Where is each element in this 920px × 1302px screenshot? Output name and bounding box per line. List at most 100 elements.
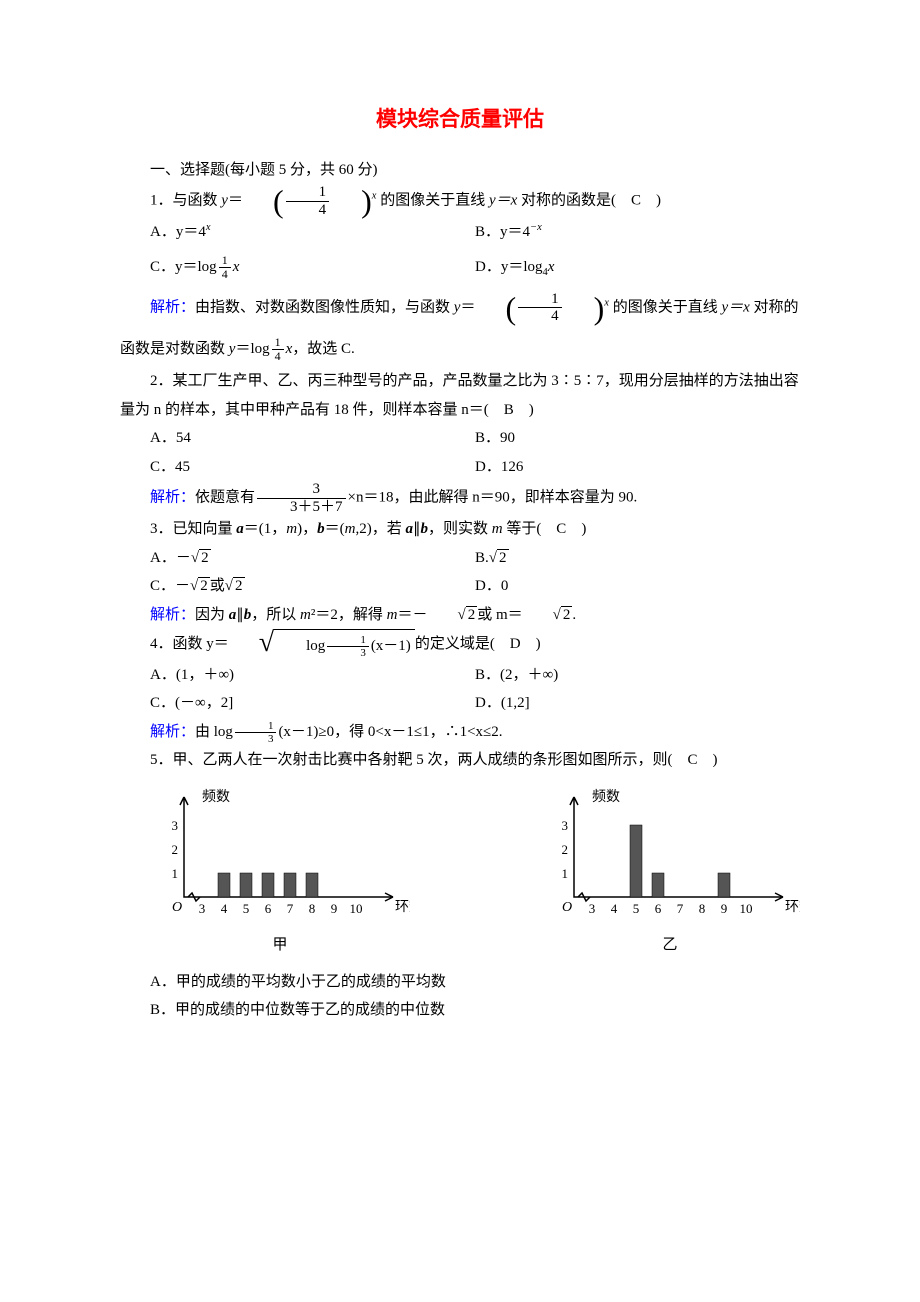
q4-log-arg: (x－1)	[371, 638, 411, 654]
svg-text:3: 3	[199, 901, 206, 916]
svg-text:6: 6	[655, 901, 662, 916]
q1-expl2-b: ，故选 C.	[292, 341, 355, 357]
svg-text:8: 8	[309, 901, 316, 916]
q1-b-text: B．y＝4	[475, 224, 530, 240]
q1-explanation: 解析：由指数、对数函数图像性质知，与函数 y＝(14)x 的图像关于直线 y＝x…	[120, 291, 800, 325]
q1-b-sup: −x	[530, 222, 542, 233]
q3-choice-b: B. 2	[475, 544, 800, 573]
q1-expl-c: 对称的	[750, 299, 799, 315]
q5-charts: 123345678910频数环数O 甲 123345678910频数环数O 乙	[150, 787, 800, 960]
svg-text:9: 9	[721, 901, 728, 916]
q1-post: 对称的函数是( C )	[517, 193, 661, 209]
q1-expl2-a: 函数是对数函数	[120, 341, 229, 357]
expl-label: 解析：	[150, 299, 195, 315]
q3-b-pre: B.	[475, 550, 489, 566]
q4-post: 的定义域是( D )	[415, 637, 541, 653]
svg-text:环数: 环数	[395, 899, 410, 915]
svg-text:6: 6	[265, 901, 272, 916]
expl-label: 解析：	[150, 724, 195, 740]
svg-text:5: 5	[243, 901, 250, 916]
q1-explanation-line2: 函数是对数函数 y＝log14x，故选 C.	[120, 335, 800, 364]
svg-text:环数: 环数	[785, 899, 800, 915]
q3-choice-d: D．0	[475, 572, 800, 601]
q1-mid: 的图像关于直线	[376, 193, 489, 209]
q2-expl-b: ×n＝18，由此解得 n＝90，即样本容量为 90.	[348, 490, 638, 506]
q3-b-sqrt: 2	[497, 549, 509, 566]
q4-choice-c: C．(－∞，2]	[150, 689, 475, 718]
q1-d-tail: x	[548, 259, 555, 275]
q1-expl-b: 的图像关于直线	[609, 299, 722, 315]
svg-text:4: 4	[221, 901, 228, 916]
svg-text:3: 3	[562, 818, 569, 833]
q4-sqrt: √log13(x－1)	[229, 629, 415, 661]
svg-text:7: 7	[287, 901, 294, 916]
svg-text:5: 5	[633, 901, 640, 916]
svg-text:10: 10	[740, 901, 753, 916]
q1-eq: y＝x	[489, 193, 517, 209]
q5-choice-b: B．甲的成绩的中位数等于乙的成绩的中位数	[120, 996, 800, 1025]
q2-choice-c: C．45	[150, 453, 475, 482]
q1-expl-eq: y＝x	[721, 299, 749, 315]
question-3-stem: 3．已知向量 a＝(1，m)，b＝(m,2)，若 a∥b，则实数 m 等于( C…	[120, 515, 800, 544]
q2-frac-den: 3＋5＋7	[257, 499, 346, 516]
svg-text:1: 1	[562, 866, 569, 881]
q1-y: y	[221, 193, 228, 209]
question-4-stem: 4．函数 y＝√log13(x－1)的定义域是( D )	[120, 629, 800, 661]
q1-choice-c: C．y＝log14x	[150, 253, 475, 283]
svg-text:1: 1	[172, 866, 179, 881]
svg-text:8: 8	[699, 901, 706, 916]
svg-text:3: 3	[172, 818, 179, 833]
svg-text:4: 4	[611, 901, 618, 916]
chart-yi-svg: 123345678910频数环数O	[540, 787, 800, 917]
q4-pre: 4．函数 y＝	[150, 637, 229, 653]
q2-explanation: 解析：依题意有33＋5＋7×n＝18，由此解得 n＝90，即样本容量为 90.	[120, 481, 800, 515]
q2-expl-a: 依题意有	[195, 490, 255, 506]
svg-text:7: 7	[677, 901, 684, 916]
question-2-stem: 2．某工厂生产甲、乙、丙三种型号的产品，产品数量之比为 3∶5∶7，现用分层抽样…	[120, 367, 800, 424]
svg-text:10: 10	[350, 901, 363, 916]
q4-log-num: 1	[327, 634, 369, 646]
expl-label: 解析：	[150, 607, 195, 623]
q4-expl-a: 由 log	[195, 724, 233, 740]
svg-text:频数: 频数	[202, 789, 230, 805]
q2-choice-d: D．126	[475, 453, 800, 482]
q4-choices: A．(1，＋∞) B．(2，＋∞) C．(－∞，2] D．(1,2]	[120, 661, 800, 718]
chart-yi: 123345678910频数环数O 乙	[540, 787, 800, 960]
q1-pre: 1．与函数	[150, 193, 221, 209]
q1-choice-b: B．y＝4−x	[475, 218, 800, 247]
chart-yi-label: 乙	[540, 931, 800, 960]
q1-d-text: D．y＝log	[475, 259, 543, 275]
svg-text:O: O	[562, 900, 572, 915]
q5-choice-a: A．甲的成绩的平均数小于乙的成绩的平均数	[120, 968, 800, 997]
q3-c-mid: 或	[210, 578, 225, 594]
q4-choice-d: D．(1,2]	[475, 689, 800, 718]
q3-a-sqrt: 2	[199, 549, 211, 566]
q3-choice-a: A．－ 2	[150, 544, 475, 573]
q4-expl-b: (x－1)≥0，得 0<x－1≤1，∴1<x≤2.	[278, 724, 502, 740]
q1-c-den: 4	[219, 267, 231, 281]
q3-choice-c: C．－ 2或2	[150, 572, 475, 601]
q3-c-sqrt2: 2	[233, 577, 245, 594]
q3-a-pre: A．－	[150, 550, 191, 566]
q1-choices: A．y＝4x B．y＝4−x C．y＝log14x D．y＝log4x	[120, 218, 800, 282]
q1-a-sup: x	[206, 222, 211, 233]
q3-c-sqrt1: 2	[198, 577, 210, 594]
chart-jia-label: 甲	[150, 931, 410, 960]
question-1-stem: 1．与函数 y＝(14)x 的图像关于直线 y＝x 对称的函数是( C )	[120, 184, 800, 218]
q1-c-text: C．y＝log	[150, 259, 217, 275]
chart-jia: 123345678910频数环数O 甲	[150, 787, 410, 960]
q3-expl-end: .	[572, 607, 576, 623]
svg-text:2: 2	[562, 842, 569, 857]
q3-c-pre: C．－	[150, 578, 190, 594]
question-5-stem: 5．甲、乙两人在一次射击比赛中各射靶 5 次，两人成绩的条形图如图所示，则( C…	[120, 746, 800, 775]
q3-explanation: 解析：因为 a∥b，所以 m²＝2，解得 m＝－2或 m＝2.	[120, 601, 800, 630]
q1-choice-d: D．y＝log4x	[475, 253, 800, 283]
q4-log-den: 3	[327, 646, 369, 659]
svg-text:O: O	[172, 900, 182, 915]
q1-c-tail: x	[233, 259, 240, 275]
q4-choice-a: A．(1，＋∞)	[150, 661, 475, 690]
q1-choice-a: A．y＝4x	[150, 218, 475, 247]
svg-text:9: 9	[331, 901, 338, 916]
q4-choice-b: B．(2，＋∞)	[475, 661, 800, 690]
q1-frac: (14)	[243, 184, 372, 218]
